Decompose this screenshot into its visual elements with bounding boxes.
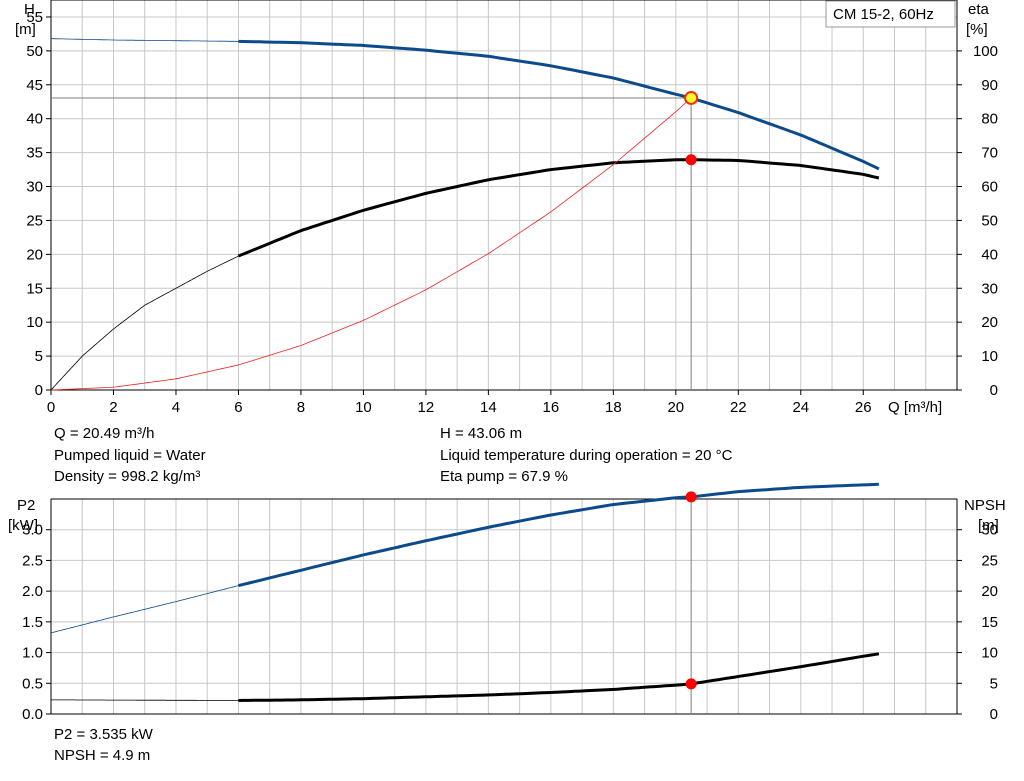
legend-box: CM 15-2, 60Hz [825, 0, 956, 28]
p2-curve-extension [50, 585, 239, 634]
y-tick-label: 55 [26, 9, 43, 26]
y-tick-label: 35 [26, 145, 43, 162]
bottom-left-tick-labels: 0.0 0.5 1.0 1.5 2.0 2.5 3.0 [22, 522, 51, 723]
y-tick-label: 40 [26, 111, 43, 128]
x-tick-label: 24 [792, 399, 809, 416]
h-curve [238, 39, 880, 171]
y-tick-label: 30 [981, 280, 998, 297]
x-tick-label: 4 [172, 399, 180, 416]
y-tick-label: 15 [981, 614, 998, 631]
y-tick-label: 25 [26, 212, 43, 229]
y-left-title-p2: P2 [17, 497, 35, 514]
y-tick-label: 100 [973, 43, 998, 60]
top-curves [50, 38, 880, 391]
x-tick-label: 18 [605, 399, 622, 416]
y-tick-label: 5 [990, 675, 998, 692]
top-x-tick-labels: 0 2 4 6 8 10 12 14 16 18 20 22 24 26 [47, 390, 872, 416]
x-tick-label: 2 [109, 399, 117, 416]
npsh-operating-point [685, 678, 697, 690]
y-tick-label: 25 [981, 552, 998, 569]
y-tick-label: 40 [981, 246, 998, 263]
x-tick-label: 8 [297, 399, 305, 416]
y-tick-label: 50 [26, 43, 43, 60]
y-tick-label: 0 [990, 706, 998, 723]
info-npsh: NPSH = 4.9 m [54, 747, 150, 764]
y-right-unit-m: [m] [978, 517, 999, 534]
top-chart-frame [50, 0, 958, 391]
eta-curve [237, 158, 880, 258]
bottom-chart-grid [51, 499, 957, 714]
info-liquid: Pumped liquid = Water [54, 447, 206, 464]
y-tick-label: 0.0 [22, 706, 43, 723]
y-tick-label: 80 [981, 111, 998, 128]
y-tick-label: 60 [981, 179, 998, 196]
info-q: Q = 20.49 m³/h [54, 425, 154, 442]
legend-label: CM 15-2, 60Hz [833, 6, 934, 23]
y-tick-label: 2.5 [22, 552, 43, 569]
info-temp: Liquid temperature during operation = 20… [440, 447, 733, 464]
y-tick-label: 5 [35, 348, 43, 365]
y-tick-label: 1.5 [22, 614, 43, 631]
y-tick-label: 10 [981, 645, 998, 662]
y-tick-label: 0 [35, 382, 43, 399]
y-tick-label: 15 [26, 280, 43, 297]
bottom-curves [50, 482, 880, 714]
x-tick-label: 10 [355, 399, 372, 416]
y-tick-label: 0 [990, 382, 998, 399]
y-tick-label: 10 [26, 314, 43, 331]
y-tick-label: 1.0 [22, 645, 43, 662]
y-right-title-npsh: NPSH [964, 497, 1006, 514]
y-left-unit-kw: [kW] [8, 517, 38, 534]
info-eta: Eta pump = 67.9 % [440, 468, 568, 485]
y-tick-label: 2.0 [22, 583, 43, 600]
info-p2: P2 = 3.535 kW [54, 726, 154, 743]
x-tick-label: 14 [480, 399, 497, 416]
top-right-tick-labels: 0 10 20 30 40 50 60 70 80 90 100 [957, 43, 998, 399]
top-chart-grid [51, 0, 957, 390]
y-tick-label: 20 [981, 583, 998, 600]
y-tick-label: 30 [981, 522, 998, 539]
y-tick-label: 3.0 [22, 522, 43, 539]
x-tick-label: 20 [667, 399, 684, 416]
top-left-tick-labels: 0 5 10 15 20 25 30 35 40 45 50 55 [26, 9, 51, 399]
eta-curve-extension [50, 255, 239, 391]
bottom-right-tick-labels: 0 5 10 15 20 25 30 [957, 522, 998, 723]
y-tick-label: 20 [26, 246, 43, 263]
info-density: Density = 998.2 kg/m³ [54, 468, 200, 485]
y-left-title-h: H [24, 1, 35, 18]
y-tick-label: 45 [26, 77, 43, 94]
bottom-chart-frame [50, 498, 958, 715]
info-h: H = 43.06 m [440, 425, 522, 442]
h-curve-extension [51, 38, 239, 42]
y-tick-label: 20 [981, 314, 998, 331]
x-tick-label: 16 [543, 399, 560, 416]
y-left-unit-m: [m] [15, 21, 36, 38]
x-tick-label: 12 [418, 399, 435, 416]
y-tick-label: 0.5 [22, 675, 43, 692]
y-tick-label: 50 [981, 212, 998, 229]
y-tick-label: 30 [26, 179, 43, 196]
x-tick-label: 6 [234, 399, 242, 416]
p2-operating-point [685, 491, 697, 503]
y-right-unit-percent: [%] [966, 21, 988, 38]
y-tick-label: 90 [981, 77, 998, 94]
npsh-curve-extension [51, 699, 239, 701]
y-tick-label: 70 [981, 145, 998, 162]
eta-operating-point [685, 154, 697, 166]
npsh-curve [238, 652, 880, 702]
x-tick-label: 22 [730, 399, 747, 416]
x-tick-label: 26 [855, 399, 872, 416]
y-right-title-eta: eta [968, 1, 990, 18]
p2-curve [238, 482, 879, 588]
y-tick-label: 10 [981, 348, 998, 365]
system-curve [50, 97, 692, 391]
x-tick-label: 0 [47, 399, 55, 416]
h-operating-point [684, 90, 699, 105]
x-axis-label: Q [m³/h] [888, 399, 942, 416]
